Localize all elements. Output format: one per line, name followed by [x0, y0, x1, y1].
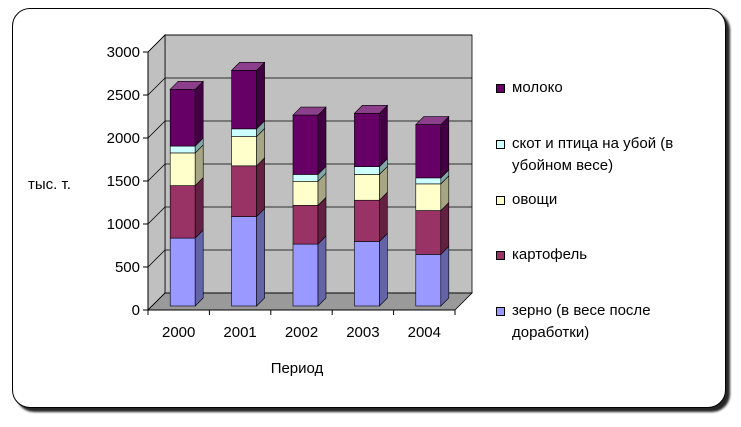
bar-segment-s0-2003	[354, 241, 380, 307]
bar-segment-s2-2001	[231, 136, 257, 167]
bar-segment-s2-2002	[292, 181, 319, 206]
bar-side-s0-2004	[440, 245, 450, 307]
bar-segment-s1-2000	[169, 185, 196, 239]
bar-segment-s0-2000	[169, 237, 196, 307]
gridline-side-500	[147, 249, 166, 268]
bar-segment-s2-2000	[169, 152, 196, 186]
bar-side-s0-2000	[194, 229, 204, 307]
bar-side-s0-2002	[317, 235, 327, 307]
bar-segment-s1-2002	[292, 205, 319, 245]
bar-side-s4-2003	[379, 104, 388, 168]
x-tick-label-2003: 2003	[346, 324, 379, 341]
bar-segment-s2-2003	[354, 174, 380, 201]
y-tick-label-500: 500	[115, 259, 140, 276]
bar-side-s0-2003	[379, 232, 388, 307]
bar-side-s1-2004	[440, 201, 450, 256]
x-tick-label-2001: 2001	[223, 324, 256, 341]
gridline-side-1500	[147, 163, 166, 182]
axes: 0 500 1000 1500 2000 2500 3000 2000 2001 2002 2003…	[107, 44, 456, 341]
bar-side-s1-2000	[194, 176, 204, 239]
bar-segment-s3-2001	[231, 128, 257, 137]
gridline-side-3000	[147, 34, 166, 53]
bar-segment-s0-2004	[415, 254, 442, 307]
x-axis-title: Период	[271, 360, 324, 377]
bar-segment-s4-2002	[292, 114, 319, 175]
y-axis-title: тыс. т.	[28, 176, 71, 193]
bar-segment-s3-2002	[292, 174, 319, 182]
bar-side-s4-2001	[256, 61, 265, 130]
bar-side-s0-2001	[256, 207, 265, 307]
bar-segment-s2-2004	[415, 183, 442, 211]
bar-segment-s3-2003	[354, 166, 380, 175]
bar-side-s4-2000	[194, 80, 204, 147]
y-tick-label-2500: 2500	[107, 87, 140, 104]
bar-side-s4-2004	[440, 115, 450, 179]
y-tick-label-3000: 3000	[107, 44, 140, 61]
gridline-side-2000	[147, 120, 166, 139]
bar-side-s4-2002	[317, 106, 327, 176]
bar-segment-s1-2003	[354, 199, 380, 242]
bars	[169, 61, 450, 307]
gridline-side-2500	[147, 77, 166, 96]
y-tick-label-0: 0	[132, 302, 140, 319]
x-tick-label-2004: 2004	[408, 324, 441, 341]
bar-top-2001	[230, 62, 266, 71]
bar-segment-s3-2000	[169, 145, 196, 154]
bar-segment-s0-2001	[231, 216, 257, 307]
bar-segment-s0-2002	[292, 243, 319, 307]
bar-top-2003	[353, 105, 389, 114]
bar-segment-s4-2000	[169, 88, 196, 147]
bar-top-2000	[169, 80, 204, 90]
bar-segment-s4-2004	[415, 124, 442, 179]
y-tick-label-2000: 2000	[107, 130, 140, 147]
bar-segment-s3-2004	[415, 177, 442, 185]
y-tick-label-1500: 1500	[107, 173, 140, 190]
gridline-side-1000	[147, 206, 166, 225]
bar-segment-s1-2004	[415, 210, 442, 255]
bar-segment-s1-2001	[231, 165, 257, 217]
bar-side-s1-2003	[379, 191, 388, 243]
x-tick-label-2002: 2002	[285, 324, 318, 341]
bar-side-s1-2001	[256, 157, 265, 218]
bar-segment-s4-2003	[354, 113, 380, 167]
y-tick-label-1000: 1000	[107, 216, 140, 233]
gridline-side-0	[147, 292, 166, 311]
bar-segment-s4-2001	[231, 70, 257, 130]
bar-top-2004	[415, 116, 450, 125]
bar-top-2002	[292, 106, 327, 116]
x-tick-label-2000: 2000	[162, 324, 195, 341]
